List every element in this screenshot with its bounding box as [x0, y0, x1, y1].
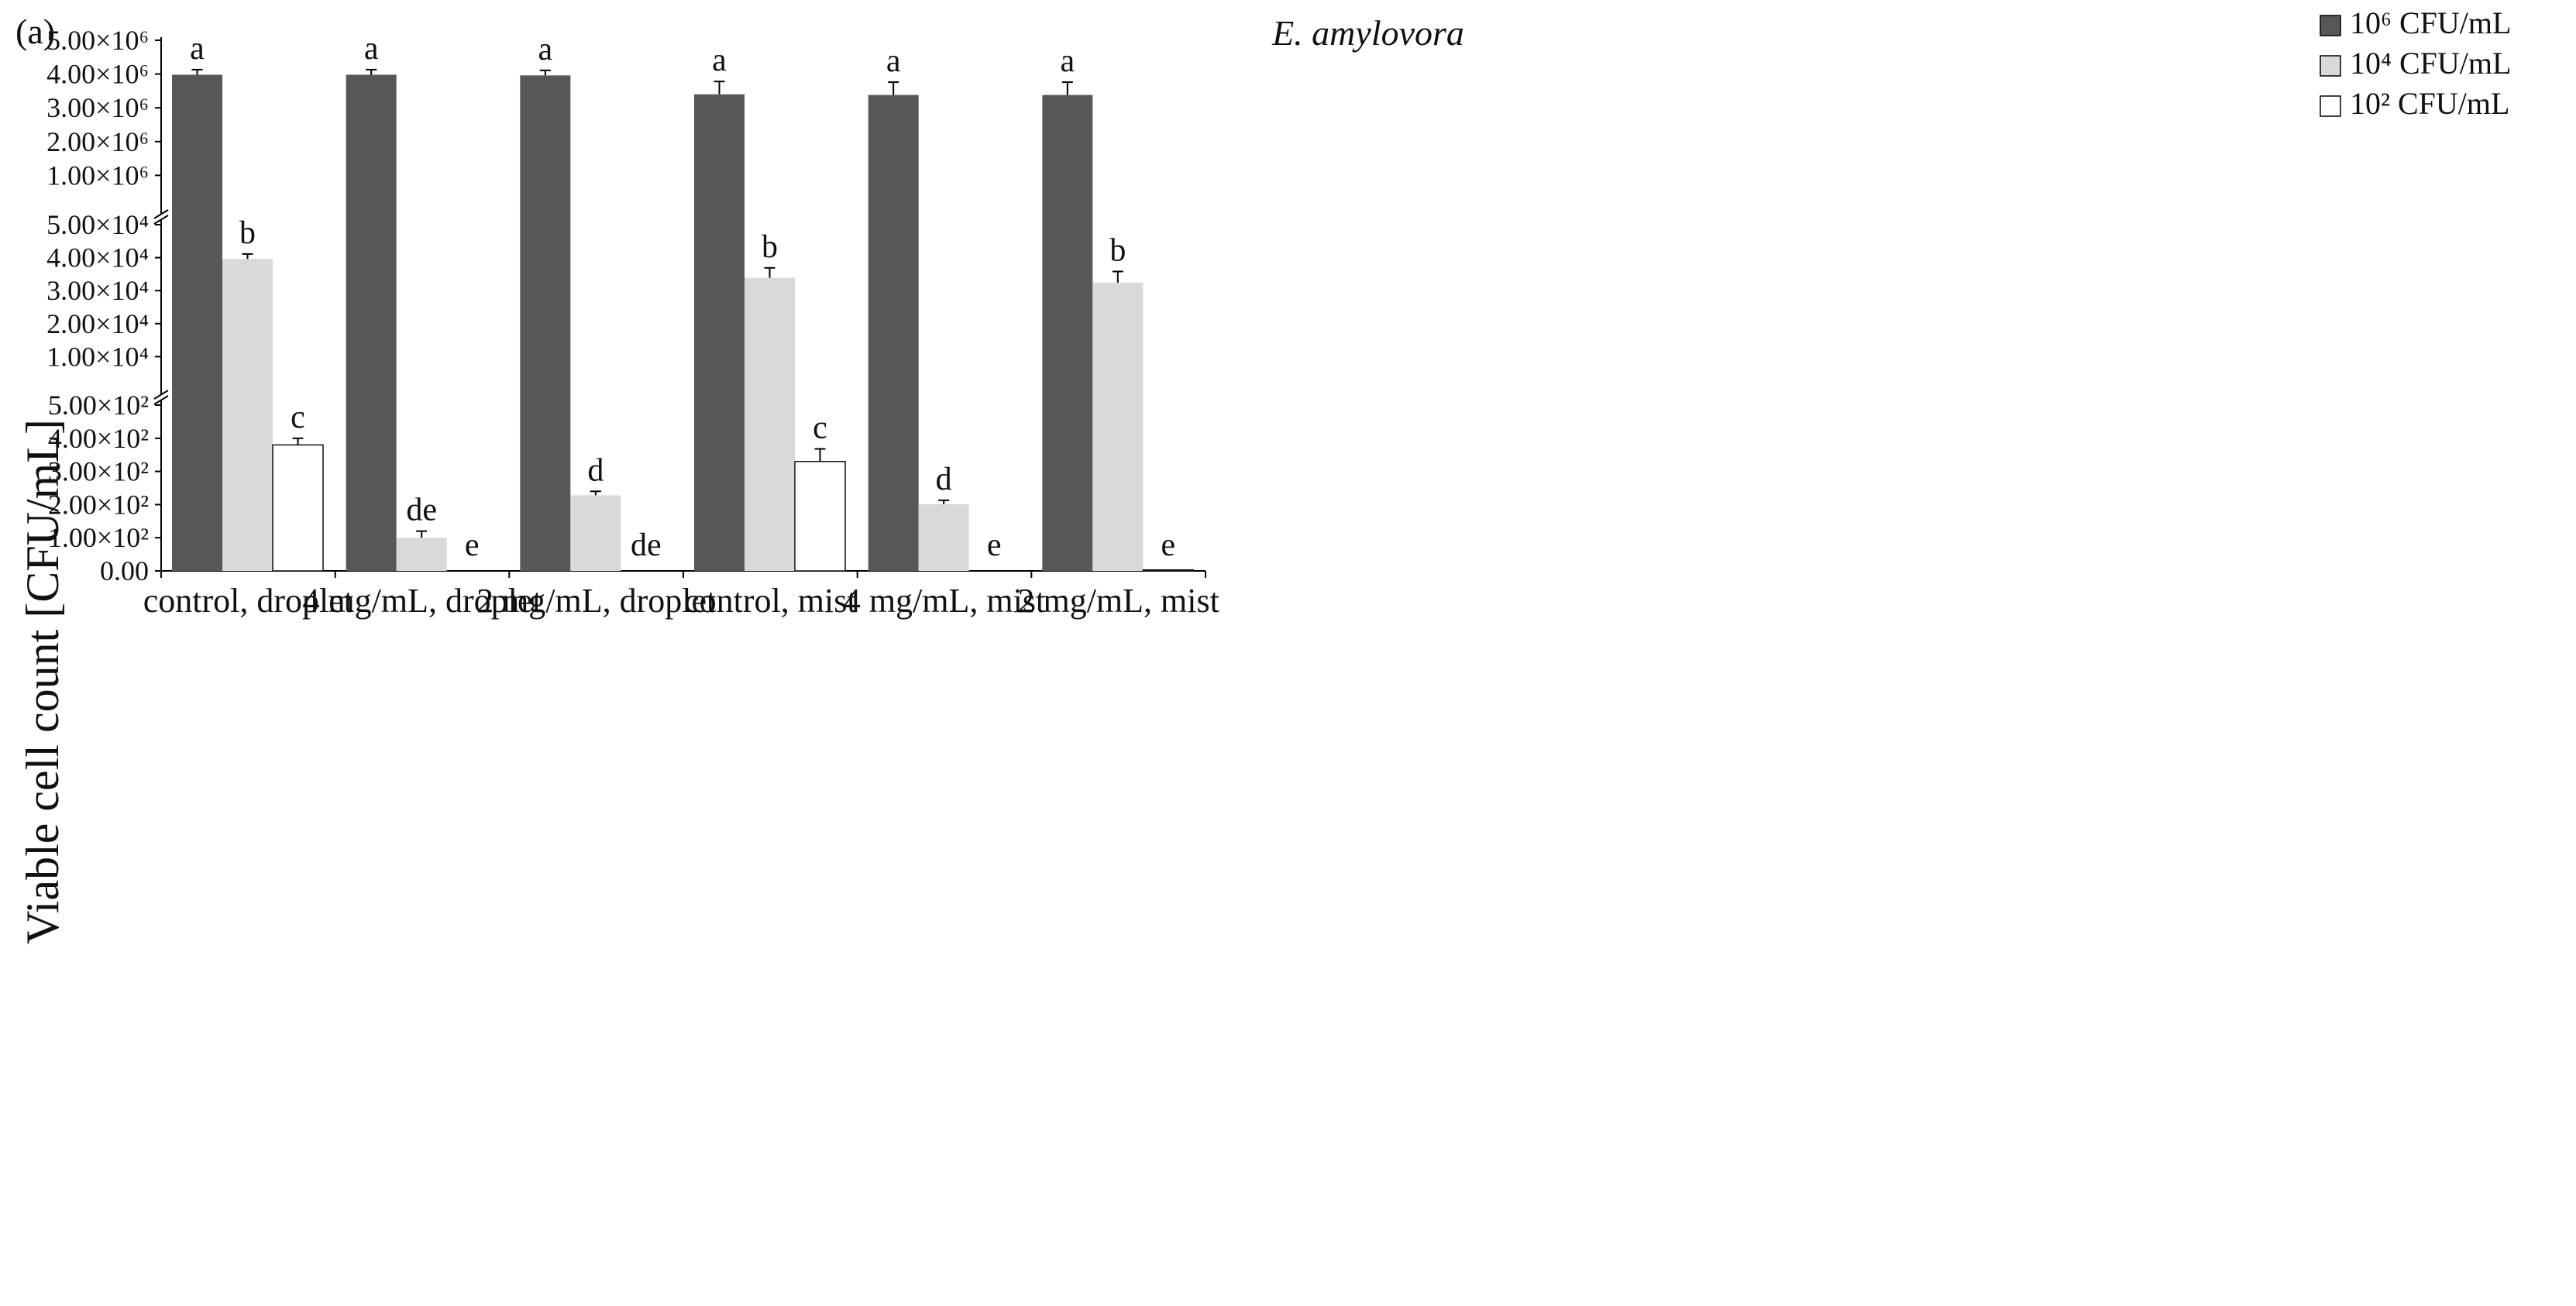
bar — [868, 95, 919, 571]
bar — [745, 277, 795, 571]
bar — [694, 94, 745, 571]
legend-swatch — [2320, 55, 2341, 77]
significance-letter: e — [987, 528, 1002, 563]
x-tick-label: 2 mg/mL, mist — [1017, 582, 1219, 620]
x-tick-label: 4 mg/mL, mist — [844, 582, 1045, 620]
significance-letter: b — [762, 229, 778, 265]
bar — [1092, 282, 1144, 571]
significance-letter: c — [291, 400, 305, 435]
y-tick-label: 5.00×10² — [48, 390, 149, 421]
x-tick-label: control, droplet — [143, 582, 353, 620]
y-tick-label: 2.00×10² — [48, 489, 149, 520]
legend: 10⁶ CFU/mL 10⁴ CFU/mL 10² CFU/mL — [2320, 5, 2511, 121]
bar — [222, 259, 273, 571]
axes: 0.001.00×10²2.00×10²3.00×10²4.00×10²5.00… — [46, 25, 1219, 620]
bar — [1142, 569, 1195, 572]
bar — [396, 538, 447, 571]
y-axis-label: Viable cell count [CFU/mL] — [17, 419, 68, 944]
significance-letter: e — [465, 528, 480, 563]
significance-letter: de — [406, 493, 437, 528]
bar — [1042, 95, 1093, 571]
legend-label: 10⁴ CFU/mL — [2350, 46, 2511, 81]
axis-break-mark — [153, 209, 169, 219]
legend-label: 10⁶ CFU/mL — [2350, 5, 2511, 40]
bar — [172, 74, 222, 572]
x-tick-label: 2 mg/mL, droplet — [476, 582, 716, 620]
axis-break-mark — [153, 215, 169, 225]
y-tick-label: 3.00×10⁴ — [46, 275, 149, 306]
significance-letter: b — [1109, 232, 1126, 268]
y-tick-label: 1.00×10⁶ — [46, 160, 149, 191]
legend-swatch — [2320, 15, 2341, 36]
significance-letter: de — [631, 528, 662, 563]
bar — [570, 495, 621, 571]
bar — [346, 74, 397, 572]
y-tick-label: 5.00×10⁴ — [46, 209, 149, 240]
y-tick-label: 1.00×10⁴ — [46, 341, 149, 372]
significance-letter: c — [813, 410, 827, 445]
x-tick-label: control, mist — [684, 582, 856, 620]
axis-break-mark — [153, 395, 169, 405]
significance-letter: b — [239, 215, 256, 251]
y-tick-label: 3.00×10⁶ — [46, 92, 149, 123]
panel-label: (a) — [15, 12, 55, 51]
bar — [794, 461, 846, 572]
bar — [272, 444, 324, 572]
x-tick-label: 4 mg/mL, droplet — [302, 582, 542, 620]
y-tick-label: 0.00 — [100, 555, 149, 586]
y-tick-label: 2.00×10⁶ — [46, 126, 149, 157]
significance-letter: a — [886, 43, 901, 79]
y-tick-label: 1.00×10² — [48, 522, 149, 553]
significance-letter: a — [364, 31, 379, 67]
legend-label: 10² CFU/mL — [2350, 86, 2509, 121]
bar — [520, 75, 571, 572]
significance-letter: a — [190, 31, 205, 67]
axis-break-mark — [153, 390, 169, 400]
y-tick-label: 5.00×10⁶ — [46, 25, 149, 56]
significance-letter: a — [1061, 43, 1075, 79]
significance-letter: e — [1161, 528, 1176, 563]
chart-title: E. amylovora — [1271, 13, 1464, 53]
y-tick-label: 3.00×10² — [48, 456, 149, 487]
significance-letter: a — [538, 32, 553, 67]
significance-letter: d — [587, 452, 604, 488]
legend-swatch — [2320, 95, 2341, 117]
y-tick-label: 4.00×10⁶ — [46, 59, 149, 90]
y-tick-label: 4.00×10⁴ — [46, 242, 149, 273]
bar — [918, 503, 969, 571]
y-tick-label: 4.00×10² — [48, 423, 149, 454]
y-tick-label: 2.00×10⁴ — [46, 308, 149, 339]
significance-letter: d — [936, 462, 952, 497]
significance-letter: a — [712, 43, 727, 78]
